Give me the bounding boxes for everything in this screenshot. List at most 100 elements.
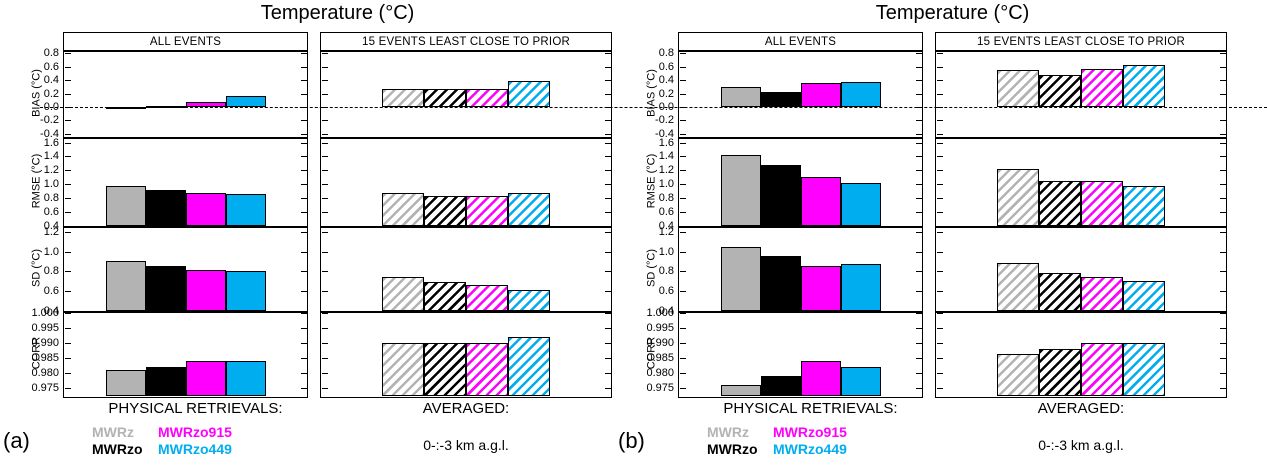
tick-mark [915, 142, 922, 144]
tick-mark [679, 170, 686, 172]
bar-MWRz [105, 106, 146, 109]
tick-mark [604, 358, 611, 360]
tick-mark [321, 311, 328, 312]
bar-MWRzo449 [508, 290, 550, 311]
tick-label: 0.995 [31, 321, 59, 334]
tick-mark [679, 120, 686, 122]
tick-mark [300, 184, 307, 186]
tick-mark [64, 66, 71, 68]
tick-mark [679, 133, 686, 135]
bar-MWRzo915 [1081, 180, 1123, 226]
tick-mark [64, 133, 71, 135]
panel-title: Temperature (°C) [875, 2, 1030, 24]
tick-mark [321, 388, 328, 390]
tick-mark [300, 120, 307, 122]
retrievals-label: PHYSICAL RETRIEVALS: [723, 400, 898, 417]
bar-MWRzo449 [1123, 65, 1165, 107]
tick-mark [936, 142, 943, 144]
chart-cell [63, 137, 308, 228]
tick-mark [321, 142, 328, 144]
tick-mark [936, 342, 943, 344]
tick-mark [679, 93, 686, 95]
tick-mark [300, 291, 307, 293]
tick-mark [300, 342, 307, 344]
tick-label: -0.2 [40, 114, 59, 127]
bar-MWRzo449 [840, 82, 881, 107]
tick-mark [679, 251, 686, 253]
tick-mark [915, 198, 922, 200]
tick-label: 0.0 [43, 100, 59, 113]
tick-mark [604, 198, 611, 200]
tick-label: 0.8 [43, 265, 59, 278]
bar-MWRzo [424, 342, 466, 396]
tick-mark [604, 156, 611, 158]
tick-mark [936, 212, 943, 214]
tick-mark [321, 106, 328, 108]
tick-mark [936, 327, 943, 329]
bar-MWRz [382, 88, 424, 107]
tick-mark [64, 120, 71, 122]
chart-cell [678, 137, 923, 228]
tick-mark [915, 80, 922, 82]
bar-MWRz [997, 262, 1039, 311]
tick-mark [321, 170, 328, 172]
tick-mark [300, 93, 307, 95]
tick-mark [915, 66, 922, 68]
tick-mark [936, 198, 943, 200]
tick-mark [64, 271, 71, 273]
bar-MWRzo [760, 255, 801, 311]
tick-mark [321, 66, 328, 68]
tick-mark [64, 170, 71, 172]
tick-mark [915, 184, 922, 186]
bar-MWRzo915 [185, 361, 226, 396]
chart-cell [935, 226, 1227, 313]
chart-cell [678, 226, 923, 313]
tick-mark [1219, 212, 1226, 214]
tick-mark [936, 388, 943, 390]
tick-label: 1.0 [658, 178, 674, 191]
tick-mark [1219, 133, 1226, 135]
tick-mark [915, 212, 922, 214]
bar-MWRzo [424, 196, 466, 226]
tick-mark [679, 156, 686, 158]
tick-mark [915, 120, 922, 122]
tick-label: 1.0 [43, 245, 59, 258]
tick-mark [604, 291, 611, 293]
tick-mark [64, 311, 71, 312]
tick-mark [64, 198, 71, 200]
tick-mark [300, 133, 307, 135]
tick-mark [321, 120, 328, 122]
tick-label: 1.0 [658, 245, 674, 258]
bar-MWRz [382, 342, 424, 396]
tick-mark [300, 198, 307, 200]
bar-MWRzo [1039, 180, 1081, 226]
bar-MWRzo915 [1081, 277, 1123, 311]
tick-mark [1219, 93, 1226, 95]
bar-MWRzo [760, 92, 801, 107]
panel-title: Temperature (°C) [260, 2, 415, 24]
tick-mark [915, 156, 922, 158]
tick-mark [604, 312, 611, 314]
panel-label: (a) [3, 428, 30, 453]
tick-mark [64, 142, 71, 144]
tick-mark [321, 251, 328, 253]
tick-mark [679, 53, 686, 55]
tick-mark [300, 373, 307, 375]
tick-label: -0.2 [655, 114, 674, 127]
tick-mark [1219, 311, 1226, 312]
tick-mark [1219, 251, 1226, 253]
chart-cell [320, 311, 612, 398]
tick-mark [64, 226, 71, 227]
tick-label: 0.8 [658, 47, 674, 60]
tick-mark [604, 327, 611, 329]
tick-label: -0.4 [40, 127, 59, 140]
tick-mark [679, 342, 686, 344]
legend-MWRzo: MWRzo [92, 441, 143, 457]
tick-mark [321, 291, 328, 293]
bar-MWRzo915 [466, 342, 508, 396]
tick-label: 0.6 [658, 60, 674, 73]
bar-MWRzo [424, 282, 466, 311]
tick-label: 1.2 [658, 225, 674, 238]
tick-mark [1219, 80, 1226, 82]
tick-mark [936, 53, 943, 55]
